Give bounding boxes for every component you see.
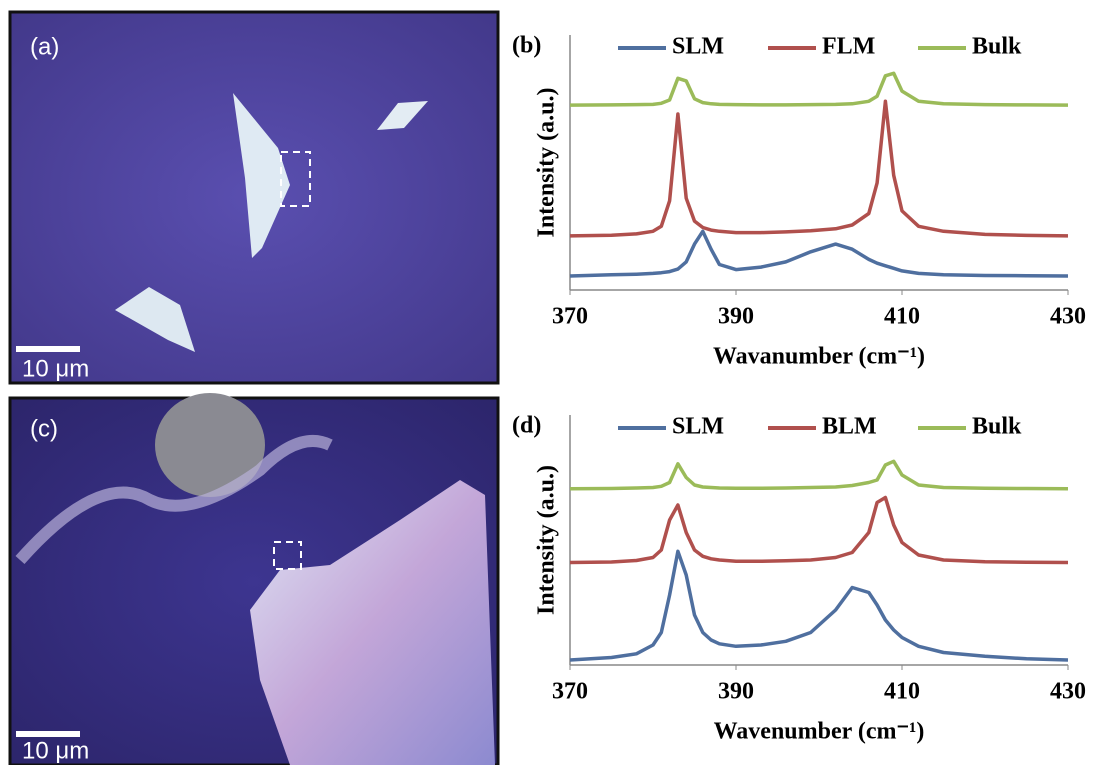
panel-label: (c) <box>30 415 58 442</box>
x-axis-label: Wavenumber (cm⁻¹) <box>714 719 925 745</box>
x-axis-label: Wavanumber (cm⁻¹) <box>713 344 925 370</box>
series-line <box>569 99 1069 238</box>
x-tick-label: 370 <box>552 679 588 705</box>
series-line <box>569 459 1069 491</box>
legend-label: BLM <box>822 414 877 440</box>
micrograph-c <box>8 393 500 765</box>
x-tick-label: 430 <box>1050 679 1086 705</box>
panel-label: (b) <box>512 33 541 59</box>
legend-label: SLM <box>672 414 724 440</box>
micrograph-a <box>8 10 500 385</box>
scale-bar-label: 10 μm <box>22 737 89 764</box>
x-tick-label: 390 <box>718 304 754 330</box>
y-axis-label: Intensity (a.u.) <box>534 465 560 615</box>
legend-label: FLM <box>822 34 875 60</box>
legend-label: Bulk <box>972 34 1022 60</box>
x-tick-label: 390 <box>718 679 754 705</box>
series-line <box>569 549 1069 662</box>
legend-label: Bulk <box>972 414 1022 440</box>
series-line <box>569 495 1069 565</box>
panel-label: (d) <box>512 413 541 439</box>
x-tick-label: 370 <box>552 304 588 330</box>
x-tick-label: 410 <box>884 304 920 330</box>
panel-label: (a) <box>30 33 59 60</box>
scale-bar-label: 10 μm <box>22 355 89 382</box>
y-axis-label: Intensity (a.u.) <box>534 87 560 237</box>
x-tick-label: 410 <box>884 679 920 705</box>
series-line <box>569 71 1069 107</box>
series-line <box>569 229 1069 278</box>
legend-label: SLM <box>672 34 724 60</box>
x-tick-label: 430 <box>1050 304 1086 330</box>
